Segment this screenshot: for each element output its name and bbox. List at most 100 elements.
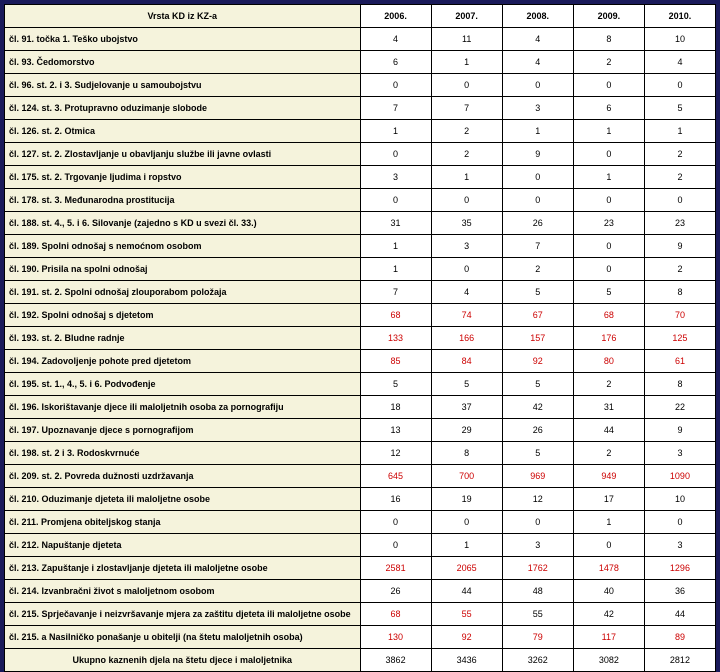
cell-value: 3 xyxy=(360,166,431,189)
cell-value: 70 xyxy=(644,304,715,327)
cell-value: 3862 xyxy=(360,649,431,672)
row-label: čl. 212. Napuštanje djeteta xyxy=(5,534,361,557)
cell-value: 11 xyxy=(431,28,502,51)
cell-value: 0 xyxy=(431,189,502,212)
cell-value: 949 xyxy=(573,465,644,488)
cell-value: 9 xyxy=(502,143,573,166)
cell-value: 10 xyxy=(644,28,715,51)
cell-value: 645 xyxy=(360,465,431,488)
cell-value: 3082 xyxy=(573,649,644,672)
cell-value: 0 xyxy=(502,74,573,97)
cell-value: 67 xyxy=(502,304,573,327)
table-row: čl. 211. Promjena obiteljskog stanja0001… xyxy=(5,511,716,534)
table-row: čl. 198. st. 2 i 3. Rodoskvrnuće128523 xyxy=(5,442,716,465)
cell-value: 42 xyxy=(502,396,573,419)
cell-value: 36 xyxy=(644,580,715,603)
cell-value: 0 xyxy=(502,189,573,212)
cell-value: 1296 xyxy=(644,557,715,580)
cell-value: 1 xyxy=(431,166,502,189)
table-row: čl. 178. st. 3. Međunarodna prostitucija… xyxy=(5,189,716,212)
cell-value: 1 xyxy=(644,120,715,143)
cell-value: 5 xyxy=(573,281,644,304)
table-row: čl. 196. Iskorištavanje djece ili malolj… xyxy=(5,396,716,419)
cell-value: 44 xyxy=(644,603,715,626)
cell-value: 5 xyxy=(431,373,502,396)
cell-value: 92 xyxy=(502,350,573,373)
cell-value: 0 xyxy=(573,189,644,212)
cell-value: 1762 xyxy=(502,557,573,580)
cell-value: 1090 xyxy=(644,465,715,488)
cell-value: 117 xyxy=(573,626,644,649)
cell-value: 79 xyxy=(502,626,573,649)
cell-value: 3262 xyxy=(502,649,573,672)
row-label: čl. 197. Upoznavanje djece s pornografij… xyxy=(5,419,361,442)
table-row: čl. 195. st. 1., 4., 5. i 6. Podvođenje 5… xyxy=(5,373,716,396)
row-label: čl. 91. točka 1. Teško ubojstvo xyxy=(5,28,361,51)
row-label: čl. 211. Promjena obiteljskog stanja xyxy=(5,511,361,534)
cell-value: 85 xyxy=(360,350,431,373)
cell-value: 0 xyxy=(573,235,644,258)
row-label: čl. 195. st. 1., 4., 5. i 6. Podvođenje xyxy=(5,373,361,396)
cell-value: 8 xyxy=(431,442,502,465)
cell-value: 0 xyxy=(502,166,573,189)
row-label: čl. 215. Sprječavanje i neizvršavanje mj… xyxy=(5,603,361,626)
cell-value: 26 xyxy=(502,419,573,442)
table-row: čl. 212. Napuštanje djeteta01303 xyxy=(5,534,716,557)
cell-value: 6 xyxy=(573,97,644,120)
cell-value: 125 xyxy=(644,327,715,350)
cell-value: 0 xyxy=(573,258,644,281)
cell-value: 5 xyxy=(502,442,573,465)
table-row: čl. 93. Čedomorstvo61424 xyxy=(5,51,716,74)
cell-value: 0 xyxy=(644,74,715,97)
row-label: čl. 96. st. 2. i 3. Sudjelovanje u samou… xyxy=(5,74,361,97)
row-label: čl. 192. Spolni odnošaj s djetetom xyxy=(5,304,361,327)
table-row: čl. 189. Spolni odnošaj s nemoćnom osobo… xyxy=(5,235,716,258)
cell-value: 1 xyxy=(573,120,644,143)
cell-value: 0 xyxy=(573,534,644,557)
cell-value: 29 xyxy=(431,419,502,442)
cell-value: 2 xyxy=(431,143,502,166)
cell-value: 3 xyxy=(502,534,573,557)
row-label: čl. 93. Čedomorstvo xyxy=(5,51,361,74)
cell-value: 2 xyxy=(644,258,715,281)
cell-value: 23 xyxy=(573,212,644,235)
cell-value: 1 xyxy=(573,166,644,189)
cell-value: 0 xyxy=(644,189,715,212)
cell-value: 55 xyxy=(502,603,573,626)
row-label: čl. 209. st. 2. Povreda dužnosti uzdržav… xyxy=(5,465,361,488)
cell-value: 12 xyxy=(502,488,573,511)
table-row: čl. 127. st. 2. Zlostavljanje u obavljan… xyxy=(5,143,716,166)
table-row: čl. 214. Izvanbračni život s maloljetnom… xyxy=(5,580,716,603)
cell-value: 0 xyxy=(502,511,573,534)
cell-value: 1 xyxy=(431,51,502,74)
table-row: čl. 190. Prisila na spolni odnošaj10202 xyxy=(5,258,716,281)
table-row: čl. 175. st. 2. Trgovanje ljudima i rops… xyxy=(5,166,716,189)
cell-value: 31 xyxy=(360,212,431,235)
table-row: čl. 209. st. 2. Povreda dužnosti uzdržav… xyxy=(5,465,716,488)
cell-value: 2 xyxy=(431,120,502,143)
cell-value: 37 xyxy=(431,396,502,419)
cell-value: 12 xyxy=(360,442,431,465)
row-label: čl. 188. st. 4., 5. i 6. Silovanje (zaje… xyxy=(5,212,361,235)
row-label: čl. 210. Oduzimanje djeteta ili maloljet… xyxy=(5,488,361,511)
row-label: čl. 124. st. 3. Protupravno oduzimanje s… xyxy=(5,97,361,120)
table-row: čl. 210. Oduzimanje djeteta ili maloljet… xyxy=(5,488,716,511)
cell-value: 133 xyxy=(360,327,431,350)
cell-value: 8 xyxy=(644,373,715,396)
table-row: čl. 213. Zapuštanje i zlostavljanje djet… xyxy=(5,557,716,580)
cell-value: 7 xyxy=(431,97,502,120)
cell-value: 2 xyxy=(573,51,644,74)
row-label: čl. 127. st. 2. Zlostavljanje u obavljan… xyxy=(5,143,361,166)
cell-value: 4 xyxy=(502,28,573,51)
row-label: čl. 190. Prisila na spolni odnošaj xyxy=(5,258,361,281)
cell-value: 84 xyxy=(431,350,502,373)
cell-value: 1 xyxy=(502,120,573,143)
cell-value: 2581 xyxy=(360,557,431,580)
col-header-2006: 2006. xyxy=(360,5,431,28)
table-row: čl. 91. točka 1. Teško ubojstvo4114810 xyxy=(5,28,716,51)
cell-value: 68 xyxy=(573,304,644,327)
col-header-2009: 2009. xyxy=(573,5,644,28)
cell-value: 1 xyxy=(360,258,431,281)
row-label: čl. 178. st. 3. Međunarodna prostitucija xyxy=(5,189,361,212)
cell-value: 19 xyxy=(431,488,502,511)
